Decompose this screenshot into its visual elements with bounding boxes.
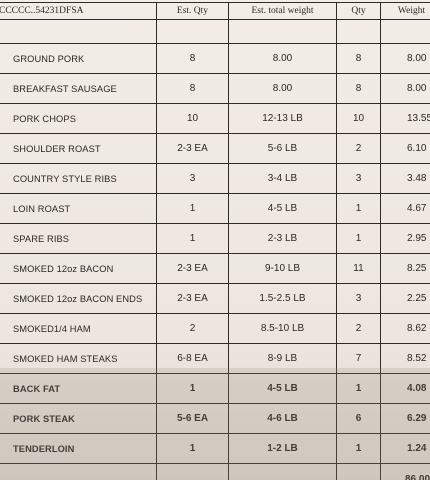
item-weight: 2.95	[380, 223, 430, 254]
item-est-qty: 1	[156, 223, 229, 254]
item-qty: 8	[336, 73, 381, 104]
item-est-weight: 4-6 LB	[228, 403, 337, 434]
item-est-qty: 5-6 EA	[156, 403, 229, 434]
item-qty: 2	[336, 313, 381, 344]
table-row: LOIN ROAST 1 4-5 LB 1 4.67	[0, 193, 430, 224]
item-weight: 6.29	[380, 403, 430, 434]
table-row: GROUND PORK 8 8.00 8 8.00	[0, 43, 430, 74]
item-qty: 1	[336, 433, 381, 464]
item-name: COUNTRY STYLE RIBS	[0, 163, 157, 194]
item-qty: 10	[336, 103, 381, 134]
table-row: PORK STEAK 5-6 EA 4-6 LB 6 6.29	[0, 403, 430, 434]
item-qty: 1	[336, 373, 381, 404]
item-est-qty: 2	[156, 313, 229, 344]
table-row: SPARE RIBS 1 2-3 LB 1 2.95	[0, 223, 430, 254]
item-est-weight: 1-2 LB	[228, 433, 337, 464]
table-row: SHOULDER ROAST 2-3 EA 5-6 LB 2 6.10	[0, 133, 430, 164]
header-weight: Weight	[380, 2, 430, 20]
item-name: PORK CHOPS	[0, 103, 157, 134]
table-row: SMOKED HAM STEAKS 6-8 EA 8-9 LB 7 8.52	[0, 343, 430, 374]
item-est-qty: 10	[156, 103, 229, 134]
item-est-qty: 1	[156, 193, 229, 224]
item-est-weight: 4-5 LB	[228, 373, 337, 404]
table-row: PORK CHOPS 10 12-13 LB 10 13.55	[0, 103, 430, 134]
item-est-weight: 12-13 LB	[228, 103, 337, 134]
header-qty: Qty	[336, 2, 381, 20]
item-name: SHOULDER ROAST	[0, 133, 157, 164]
item-name: SMOKED1/4 HAM	[0, 313, 157, 344]
item-name: SMOKED 12oz BACON ENDS	[0, 283, 157, 314]
item-est-qty: 2-3 EA	[156, 133, 229, 164]
table-row: COUNTRY STYLE RIBS 3 3-4 LB 3 3.48	[0, 163, 430, 194]
item-est-qty: 1	[156, 373, 229, 404]
item-name: GROUND PORK	[0, 43, 157, 74]
item-name: SMOKED 12oz BACON	[0, 253, 157, 284]
blank-row	[0, 19, 430, 44]
table-row: SMOKED 12oz BACON 2-3 EA 9-10 LB 11 8.25	[0, 253, 430, 284]
item-weight: 8.00	[380, 73, 430, 104]
item-qty: 1	[336, 223, 381, 254]
table-row: BREAKFAST SAUSAGE 8 8.00 8 8.00	[0, 73, 430, 104]
item-weight: 3.48	[380, 163, 430, 194]
header-est-qty: Est. Qty	[156, 2, 229, 20]
item-weight: 8.52	[380, 343, 430, 374]
item-weight: 4.67	[380, 193, 430, 224]
item-qty: 2	[336, 133, 381, 164]
total-weight: 86.00	[380, 463, 430, 480]
table-row: SMOKED1/4 HAM 2 8.5-10 LB 2 8.62	[0, 313, 430, 344]
item-weight: 1.24	[380, 433, 430, 464]
item-qty: 3	[336, 163, 381, 194]
item-qty: 11	[336, 253, 381, 284]
item-est-weight: 2-3 LB	[228, 223, 337, 254]
item-est-weight: 5-6 LB	[228, 133, 337, 164]
item-weight: 8.25	[380, 253, 430, 284]
item-qty: 1	[336, 193, 381, 224]
item-name: SPARE RIBS	[0, 223, 157, 254]
item-est-qty: 3	[156, 163, 229, 194]
header-est-total-weight: Est. total weight	[228, 2, 337, 20]
item-est-qty: 2-3 EA	[156, 283, 229, 314]
item-qty: 3	[336, 283, 381, 314]
item-est-qty: 8	[156, 43, 229, 74]
header-item: CCCCC..54231DFSA	[0, 2, 157, 20]
item-est-qty: 8	[156, 73, 229, 104]
table-row: BACK FAT 1 4-5 LB 1 4.08	[0, 373, 430, 404]
item-weight: 8.00	[380, 43, 430, 74]
item-qty: 6	[336, 403, 381, 434]
item-weight: 4.08	[380, 373, 430, 404]
item-est-weight: 1.5-2.5 LB	[228, 283, 337, 314]
item-est-weight: 8-9 LB	[228, 343, 337, 374]
header-row: CCCCC..54231DFSA Est. Qty Est. total wei…	[0, 2, 430, 20]
item-weight: 6.10	[380, 133, 430, 164]
item-est-weight: 8.5-10 LB	[228, 313, 337, 344]
item-name: BREAKFAST SAUSAGE	[0, 73, 157, 104]
item-name: BACK FAT	[0, 373, 157, 404]
table-row: TENDERLOIN 1 1-2 LB 1 1.24	[0, 433, 430, 464]
item-weight: 2.25	[380, 283, 430, 314]
item-est-qty: 2-3 EA	[156, 253, 229, 284]
item-est-weight: 3-4 LB	[228, 163, 337, 194]
table-row: SMOKED 12oz BACON ENDS 2-3 EA 1.5-2.5 LB 3 2…	[0, 283, 430, 314]
item-est-weight: 9-10 LB	[228, 253, 337, 284]
item-name: PORK STEAK	[0, 403, 157, 434]
item-qty: 8	[336, 43, 381, 74]
item-est-weight: 4-5 LB	[228, 193, 337, 224]
item-est-qty: 1	[156, 433, 229, 464]
item-weight: 13.55	[380, 103, 430, 134]
item-qty: 7	[336, 343, 381, 374]
item-est-weight: 8.00	[228, 43, 337, 74]
total-row: 86.00	[0, 463, 430, 480]
item-name: TENDERLOIN	[0, 433, 157, 464]
item-est-qty: 6-8 EA	[156, 343, 229, 374]
item-weight: 8.62	[380, 313, 430, 344]
item-name: SMOKED HAM STEAKS	[0, 343, 157, 374]
item-est-weight: 8.00	[228, 73, 337, 104]
item-name: LOIN ROAST	[0, 193, 157, 224]
